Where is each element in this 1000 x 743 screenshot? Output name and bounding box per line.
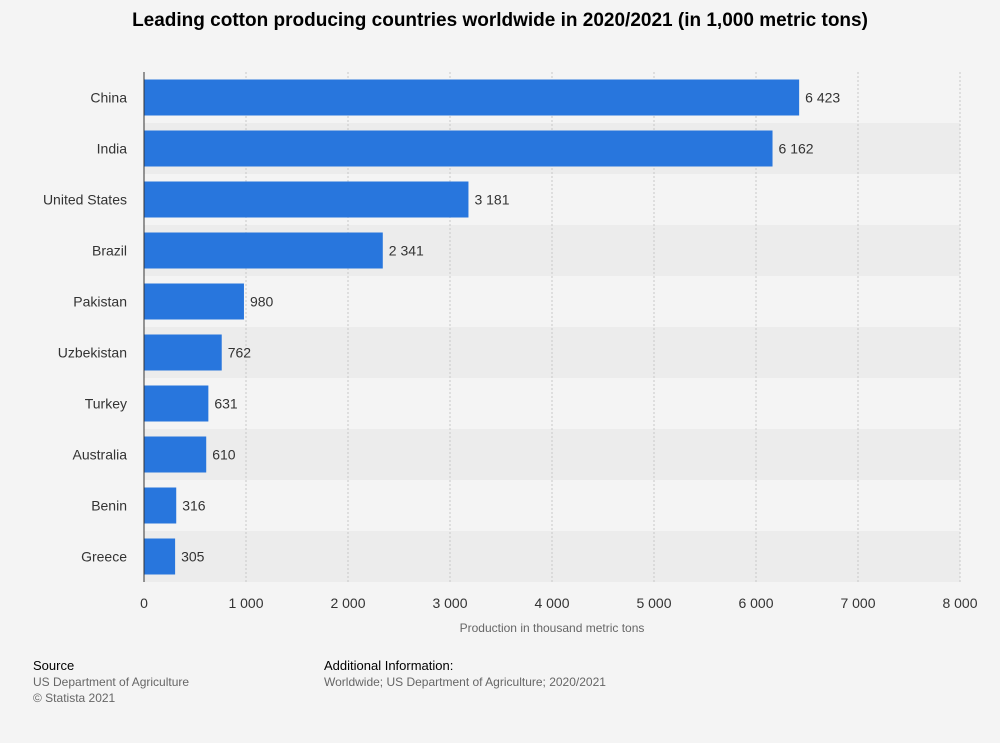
value-label: 6 423: [805, 90, 840, 106]
value-label: 980: [250, 294, 274, 310]
bar: [144, 79, 800, 116]
bar: [144, 334, 222, 371]
x-tick-label: 1 000: [228, 595, 263, 611]
chart-title: Leading cotton producing countries world…: [132, 10, 868, 31]
additional-info-heading: Additional Information:: [324, 658, 454, 673]
value-label: 2 341: [389, 243, 424, 259]
source-text: US Department of Agriculture: [33, 675, 190, 689]
bar: [144, 436, 207, 473]
category-label: Pakistan: [73, 294, 127, 310]
additional-info-text: Worldwide; US Department of Agriculture;…: [324, 675, 606, 689]
category-label: China: [90, 90, 127, 106]
value-label: 631: [214, 396, 238, 412]
value-label: 610: [212, 447, 236, 463]
additional-info-block: Additional Information: Worldwide; US De…: [324, 658, 606, 690]
value-labels: 6 423 6 162 3 181 2 341 980 762 631 610 316 305: [181, 90, 840, 565]
value-label: 316: [182, 498, 206, 514]
value-label: 3 181: [474, 192, 509, 208]
x-axis-title: Production in thousand metric tons: [460, 621, 645, 635]
x-tick-label: 2 000: [330, 595, 365, 611]
source-block: Source US Department of Agriculture © St…: [33, 658, 189, 706]
x-tick-label: 6 000: [738, 595, 773, 611]
x-tick-label: 7 000: [840, 595, 875, 611]
category-label: United States: [43, 192, 127, 208]
category-label: Greece: [81, 549, 127, 565]
bar-chart: China India United States Brazil Pakistan Uzb…: [43, 72, 978, 635]
x-tick-labels: 0 1 000 2 000 3 000 4 000 5 000 6 000 7 000 8 00…: [140, 595, 978, 611]
x-tick-label: 5 000: [636, 595, 671, 611]
bar: [144, 181, 469, 218]
bar: [144, 232, 383, 269]
x-tick-label: 8 000: [942, 595, 977, 611]
bar: [144, 538, 176, 575]
x-tick-label: 0: [140, 595, 148, 611]
value-label: 762: [228, 345, 252, 361]
category-labels: China India United States Brazil Pakistan Uzb…: [43, 90, 127, 565]
x-tick-label: 4 000: [534, 595, 569, 611]
category-label: Brazil: [92, 243, 127, 259]
category-label: Uzbekistan: [58, 345, 127, 361]
category-label: Benin: [91, 498, 127, 514]
source-heading: Source: [33, 658, 75, 673]
category-label: Australia: [73, 447, 128, 463]
bar: [144, 130, 773, 167]
bar: [144, 487, 177, 524]
bars: [144, 79, 800, 575]
value-label: 305: [181, 549, 205, 565]
copyright-text: © Statista 2021: [33, 691, 116, 705]
x-tick-label: 3 000: [432, 595, 467, 611]
value-label: 6 162: [779, 141, 814, 157]
category-label: India: [97, 141, 128, 157]
bar: [144, 385, 209, 422]
bar: [144, 283, 244, 320]
category-label: Turkey: [85, 396, 127, 412]
